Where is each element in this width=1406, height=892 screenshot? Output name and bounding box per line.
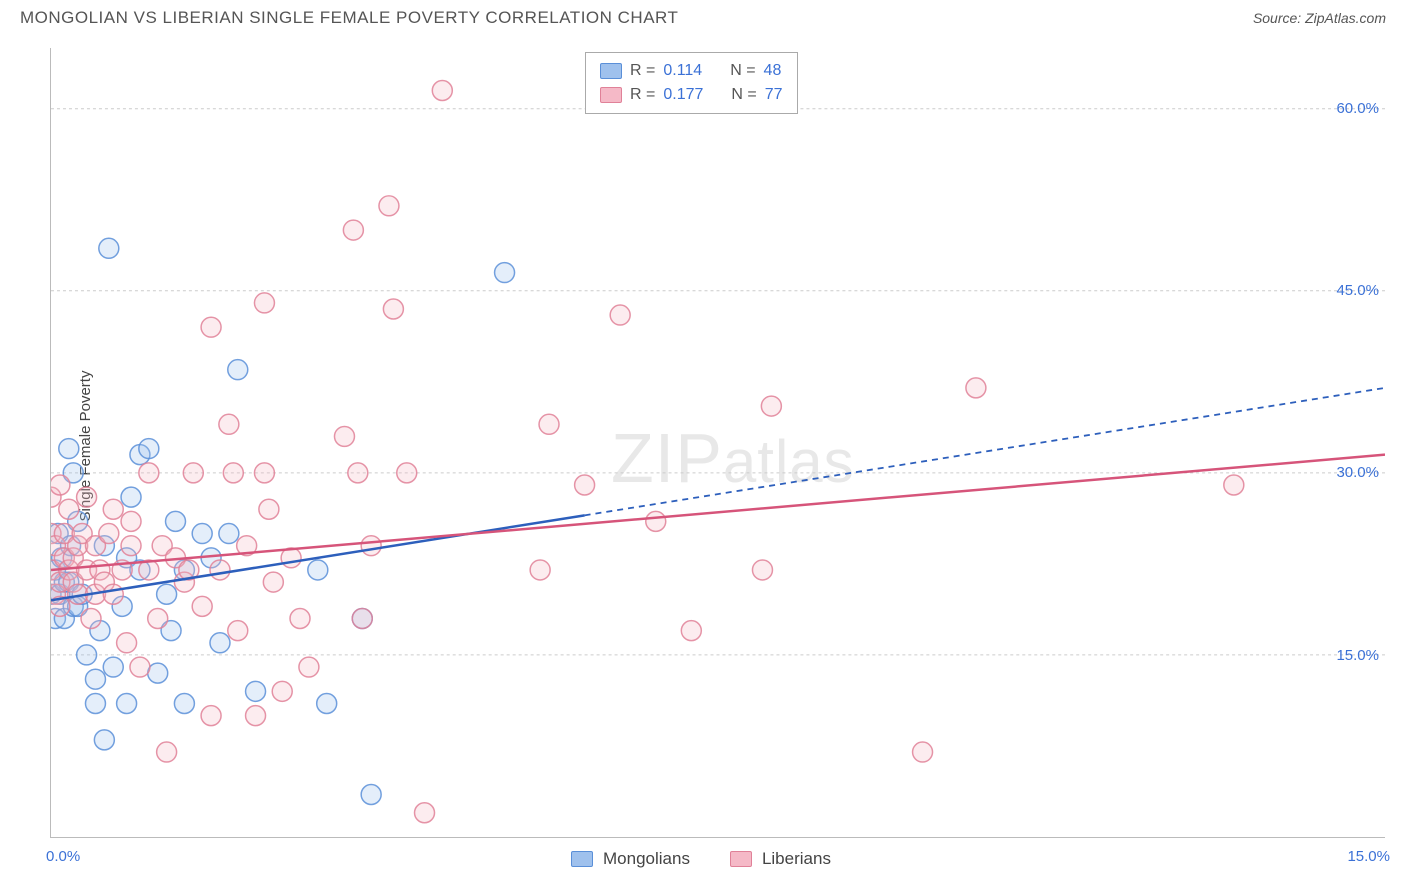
r-value: 0.114 xyxy=(663,59,702,83)
legend-item-mongolians: Mongolians xyxy=(571,849,690,869)
chart-svg xyxy=(51,48,1385,837)
source-attribution: Source: ZipAtlas.com xyxy=(1253,10,1386,26)
source-prefix: Source: xyxy=(1253,10,1305,26)
y-tick-label: 45.0% xyxy=(1336,282,1379,299)
legend-swatch xyxy=(600,63,622,79)
legend-item-liberians: Liberians xyxy=(730,849,831,869)
n-label: N = xyxy=(730,59,755,83)
n-value: 48 xyxy=(764,59,782,83)
legend-row-mongolians: R = 0.114 N = 48 xyxy=(600,59,783,83)
y-tick-label: 60.0% xyxy=(1336,100,1379,117)
source-name: ZipAtlas.com xyxy=(1305,10,1386,26)
chart-plot-area: ZIPatlas 15.0%30.0%45.0%60.0% 0.0% 15.0%… xyxy=(50,48,1385,838)
n-value: 77 xyxy=(765,83,783,107)
correlation-legend: R = 0.114 N = 48 R = 0.177 N = 77 xyxy=(585,52,798,114)
y-tick-label: 15.0% xyxy=(1336,647,1379,664)
r-label: R = xyxy=(630,83,655,107)
r-label: R = xyxy=(630,59,655,83)
chart-title: MONGOLIAN VS LIBERIAN SINGLE FEMALE POVE… xyxy=(20,8,678,28)
r-value: 0.177 xyxy=(663,83,703,107)
chart-header: MONGOLIAN VS LIBERIAN SINGLE FEMALE POVE… xyxy=(0,0,1406,32)
legend-swatch xyxy=(600,87,622,103)
legend-swatch xyxy=(730,851,752,867)
legend-swatch xyxy=(571,851,593,867)
series-label: Mongolians xyxy=(603,849,690,869)
n-label: N = xyxy=(731,83,756,107)
x-axis-left-label: 0.0% xyxy=(46,848,80,865)
x-axis-right-label: 15.0% xyxy=(1347,848,1390,865)
series-label: Liberians xyxy=(762,849,831,869)
series-legend: Mongolians Liberians xyxy=(571,849,831,869)
y-tick-label: 30.0% xyxy=(1336,464,1379,481)
legend-row-liberians: R = 0.177 N = 77 xyxy=(600,83,783,107)
